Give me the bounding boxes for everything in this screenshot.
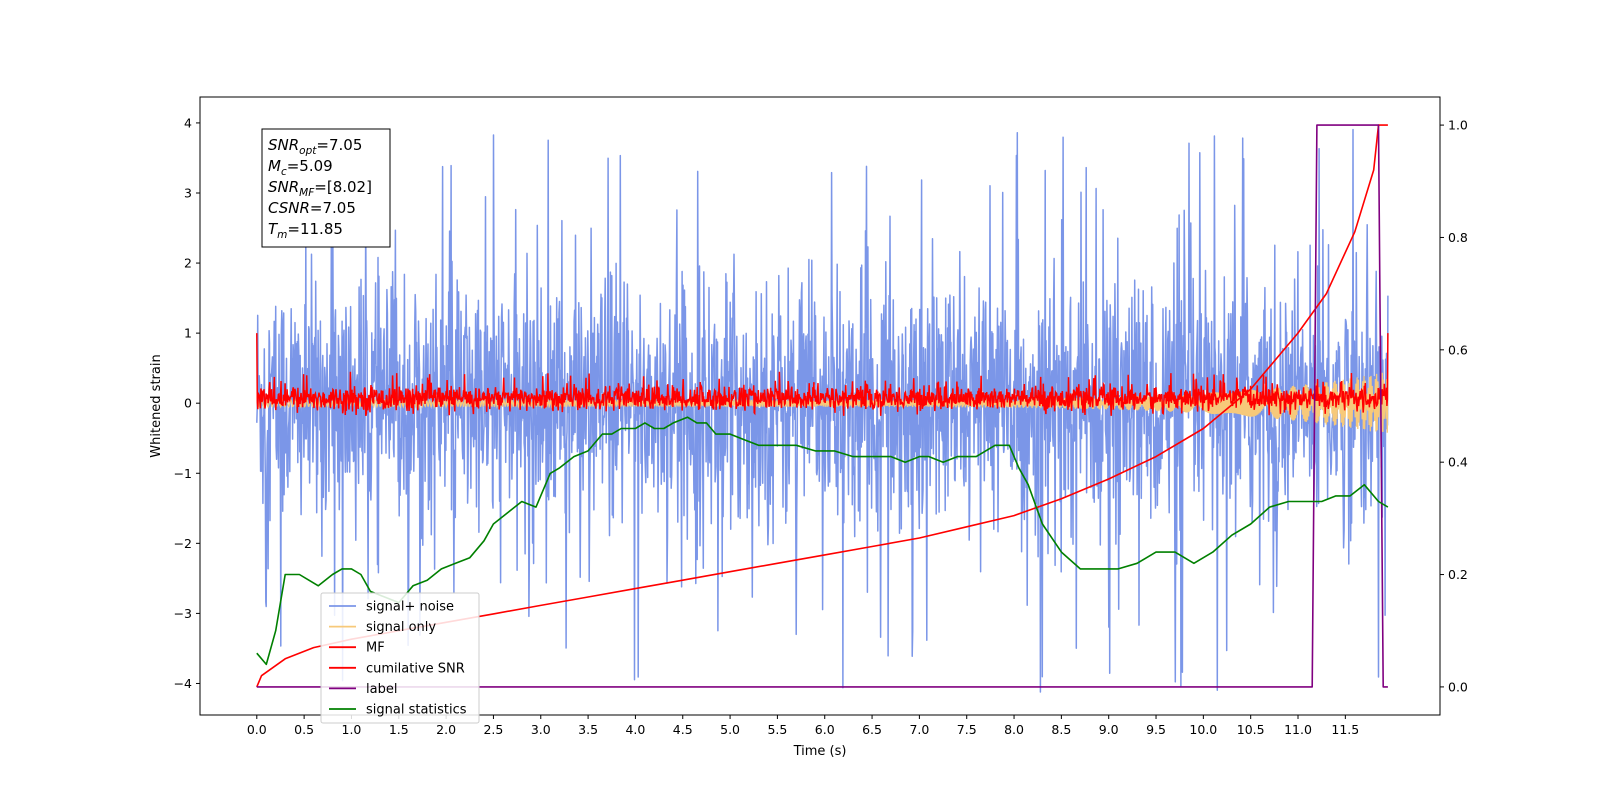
y2-tick-label: 0.8: [1448, 230, 1468, 245]
x-tick-label: 10.0: [1189, 722, 1217, 737]
annotation-line: SNRopt=7.05: [268, 136, 362, 157]
x-tick-label: 6.0: [815, 722, 835, 737]
x-tick-label: 0.5: [294, 722, 314, 737]
annotation-line: CSNR=7.05: [268, 199, 356, 217]
legend-label: MF: [366, 641, 385, 656]
annotation-frame: [261, 128, 391, 248]
y2-tick-label: 0.6: [1448, 342, 1468, 357]
annotation-line: Mc=5.09: [268, 157, 333, 178]
x-tick-label: 11.5: [1331, 722, 1359, 737]
annotation-line: Tm=11.85: [268, 220, 343, 241]
x-tick-label: 4.5: [673, 722, 693, 737]
plot-frame: [199, 96, 1441, 716]
series-label: [256, 124, 1388, 688]
series-signal-noise: [256, 128, 1389, 693]
y2-tick-label: 0.2: [1448, 567, 1468, 582]
legend-label: cumilative SNR: [366, 661, 465, 676]
legend-label: signal only: [366, 620, 436, 635]
legend-label: signal statistics: [366, 703, 467, 718]
x-tick-label: 2.5: [483, 722, 503, 737]
y-tick-label: 4: [184, 115, 192, 130]
y-axis: 4 3 2 1 0 −1 −2 −3 −4: [174, 115, 200, 691]
annotation-line: SNRMF=[8.02]: [268, 178, 372, 199]
series-mf: [256, 333, 1389, 416]
x-tick-label: 0.0: [247, 722, 267, 737]
x-tick-label: 1.5: [389, 722, 409, 737]
y-tick-label: 2: [184, 256, 192, 271]
x-tick-label: 7.5: [957, 722, 977, 737]
x-tick-label: 9.5: [1146, 722, 1166, 737]
legend-label: label: [366, 682, 397, 697]
x-tick-label: 3.5: [578, 722, 598, 737]
x-axis-title: Time (s): [793, 744, 847, 759]
y2-tick-label: 0.0: [1448, 679, 1468, 694]
y-tick-label: 0: [184, 396, 192, 411]
y-tick-label: −3: [174, 606, 192, 621]
series-signal-only: [256, 371, 1389, 433]
y-tick-label: −1: [174, 466, 192, 481]
y2-tick-label: 0.4: [1448, 455, 1468, 470]
y2-axis: 1.0 0.8 0.6 0.4 0.2 0.0: [1440, 118, 1468, 694]
x-tick-label: 3.0: [531, 722, 551, 737]
x-tick-label: 10.5: [1237, 722, 1265, 737]
x-tick-label: 7.0: [909, 722, 929, 737]
y-axis-title: Whitened strain: [149, 354, 164, 457]
x-tick-label: 5.5: [767, 722, 787, 737]
y2-tick-label: 1.0: [1448, 118, 1468, 133]
x-tick-label: 6.5: [862, 722, 882, 737]
x-tick-label: 5.0: [720, 722, 740, 737]
y-tick-label: 1: [184, 326, 192, 341]
x-tick-label: 1.0: [342, 722, 362, 737]
x-tick-label: 8.5: [1051, 722, 1071, 737]
y-tick-label: −4: [174, 676, 192, 691]
x-axis: 0.0 0.5 1.0 1.5 2.0 2.5 3.0 3.5 4.0 4.5 5.0 5.5 6.0 6…: [247, 715, 1359, 737]
x-tick-label: 8.0: [1004, 722, 1024, 737]
y-tick-label: −2: [174, 536, 192, 551]
x-tick-label: 9.0: [1099, 722, 1119, 737]
legend-label: signal+ noise: [366, 600, 454, 615]
x-tick-label: 2.0: [436, 722, 456, 737]
x-tick-label: 11.0: [1284, 722, 1312, 737]
y-tick-label: 3: [184, 185, 192, 200]
legend-frame: [320, 592, 480, 724]
legend: signal+ noise signal only MF cumilative SNR…: [320, 592, 480, 724]
x-tick-label: 4.0: [625, 722, 645, 737]
